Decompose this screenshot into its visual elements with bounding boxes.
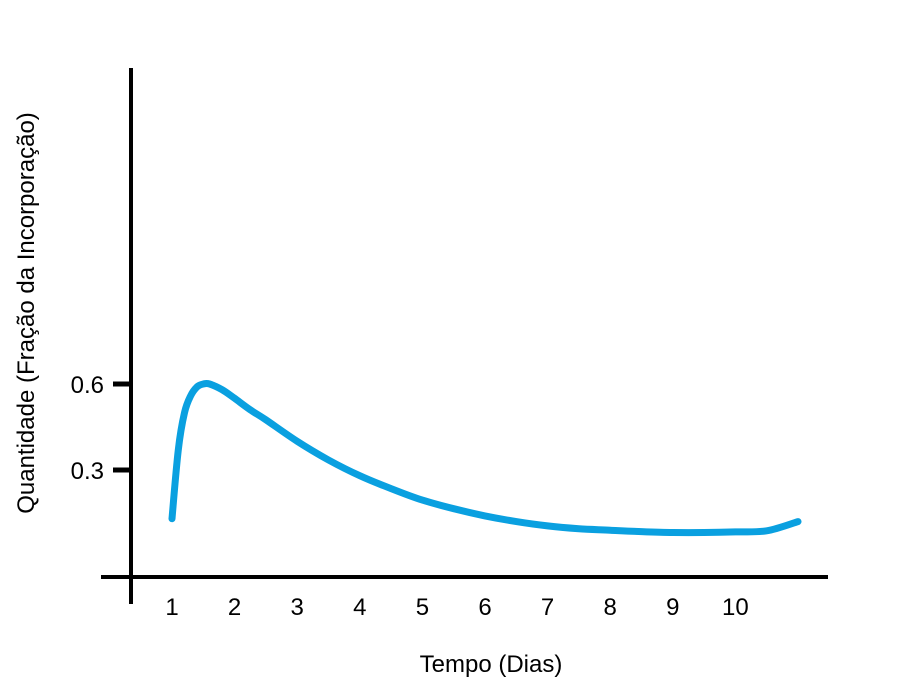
x-tick-label: 8 [604,594,617,621]
y-ticks: 0.3 0.6 [71,372,131,485]
x-axis-title: Tempo (Dias) [420,651,563,678]
x-tick-label: 7 [541,594,554,621]
x-tick-label: 9 [666,594,679,621]
x-tick-label: 4 [353,594,366,621]
y-tick-label: 0.6 [71,372,104,399]
x-tick-label: 5 [416,594,429,621]
x-ticks: 1 2 3 4 5 6 7 8 9 10 [165,594,748,621]
x-tick-label: 1 [165,594,178,621]
x-tick-label: 10 [722,594,749,621]
y-axis-title: Quantidade (Fração da Incorporação) [13,112,40,514]
series-line [168,379,802,537]
series-layer [168,379,802,537]
x-tick-label: 2 [228,594,241,621]
y-tick-label: 0.3 [71,458,104,485]
x-tick-label: 3 [291,594,304,621]
x-tick-label: 6 [478,594,491,621]
